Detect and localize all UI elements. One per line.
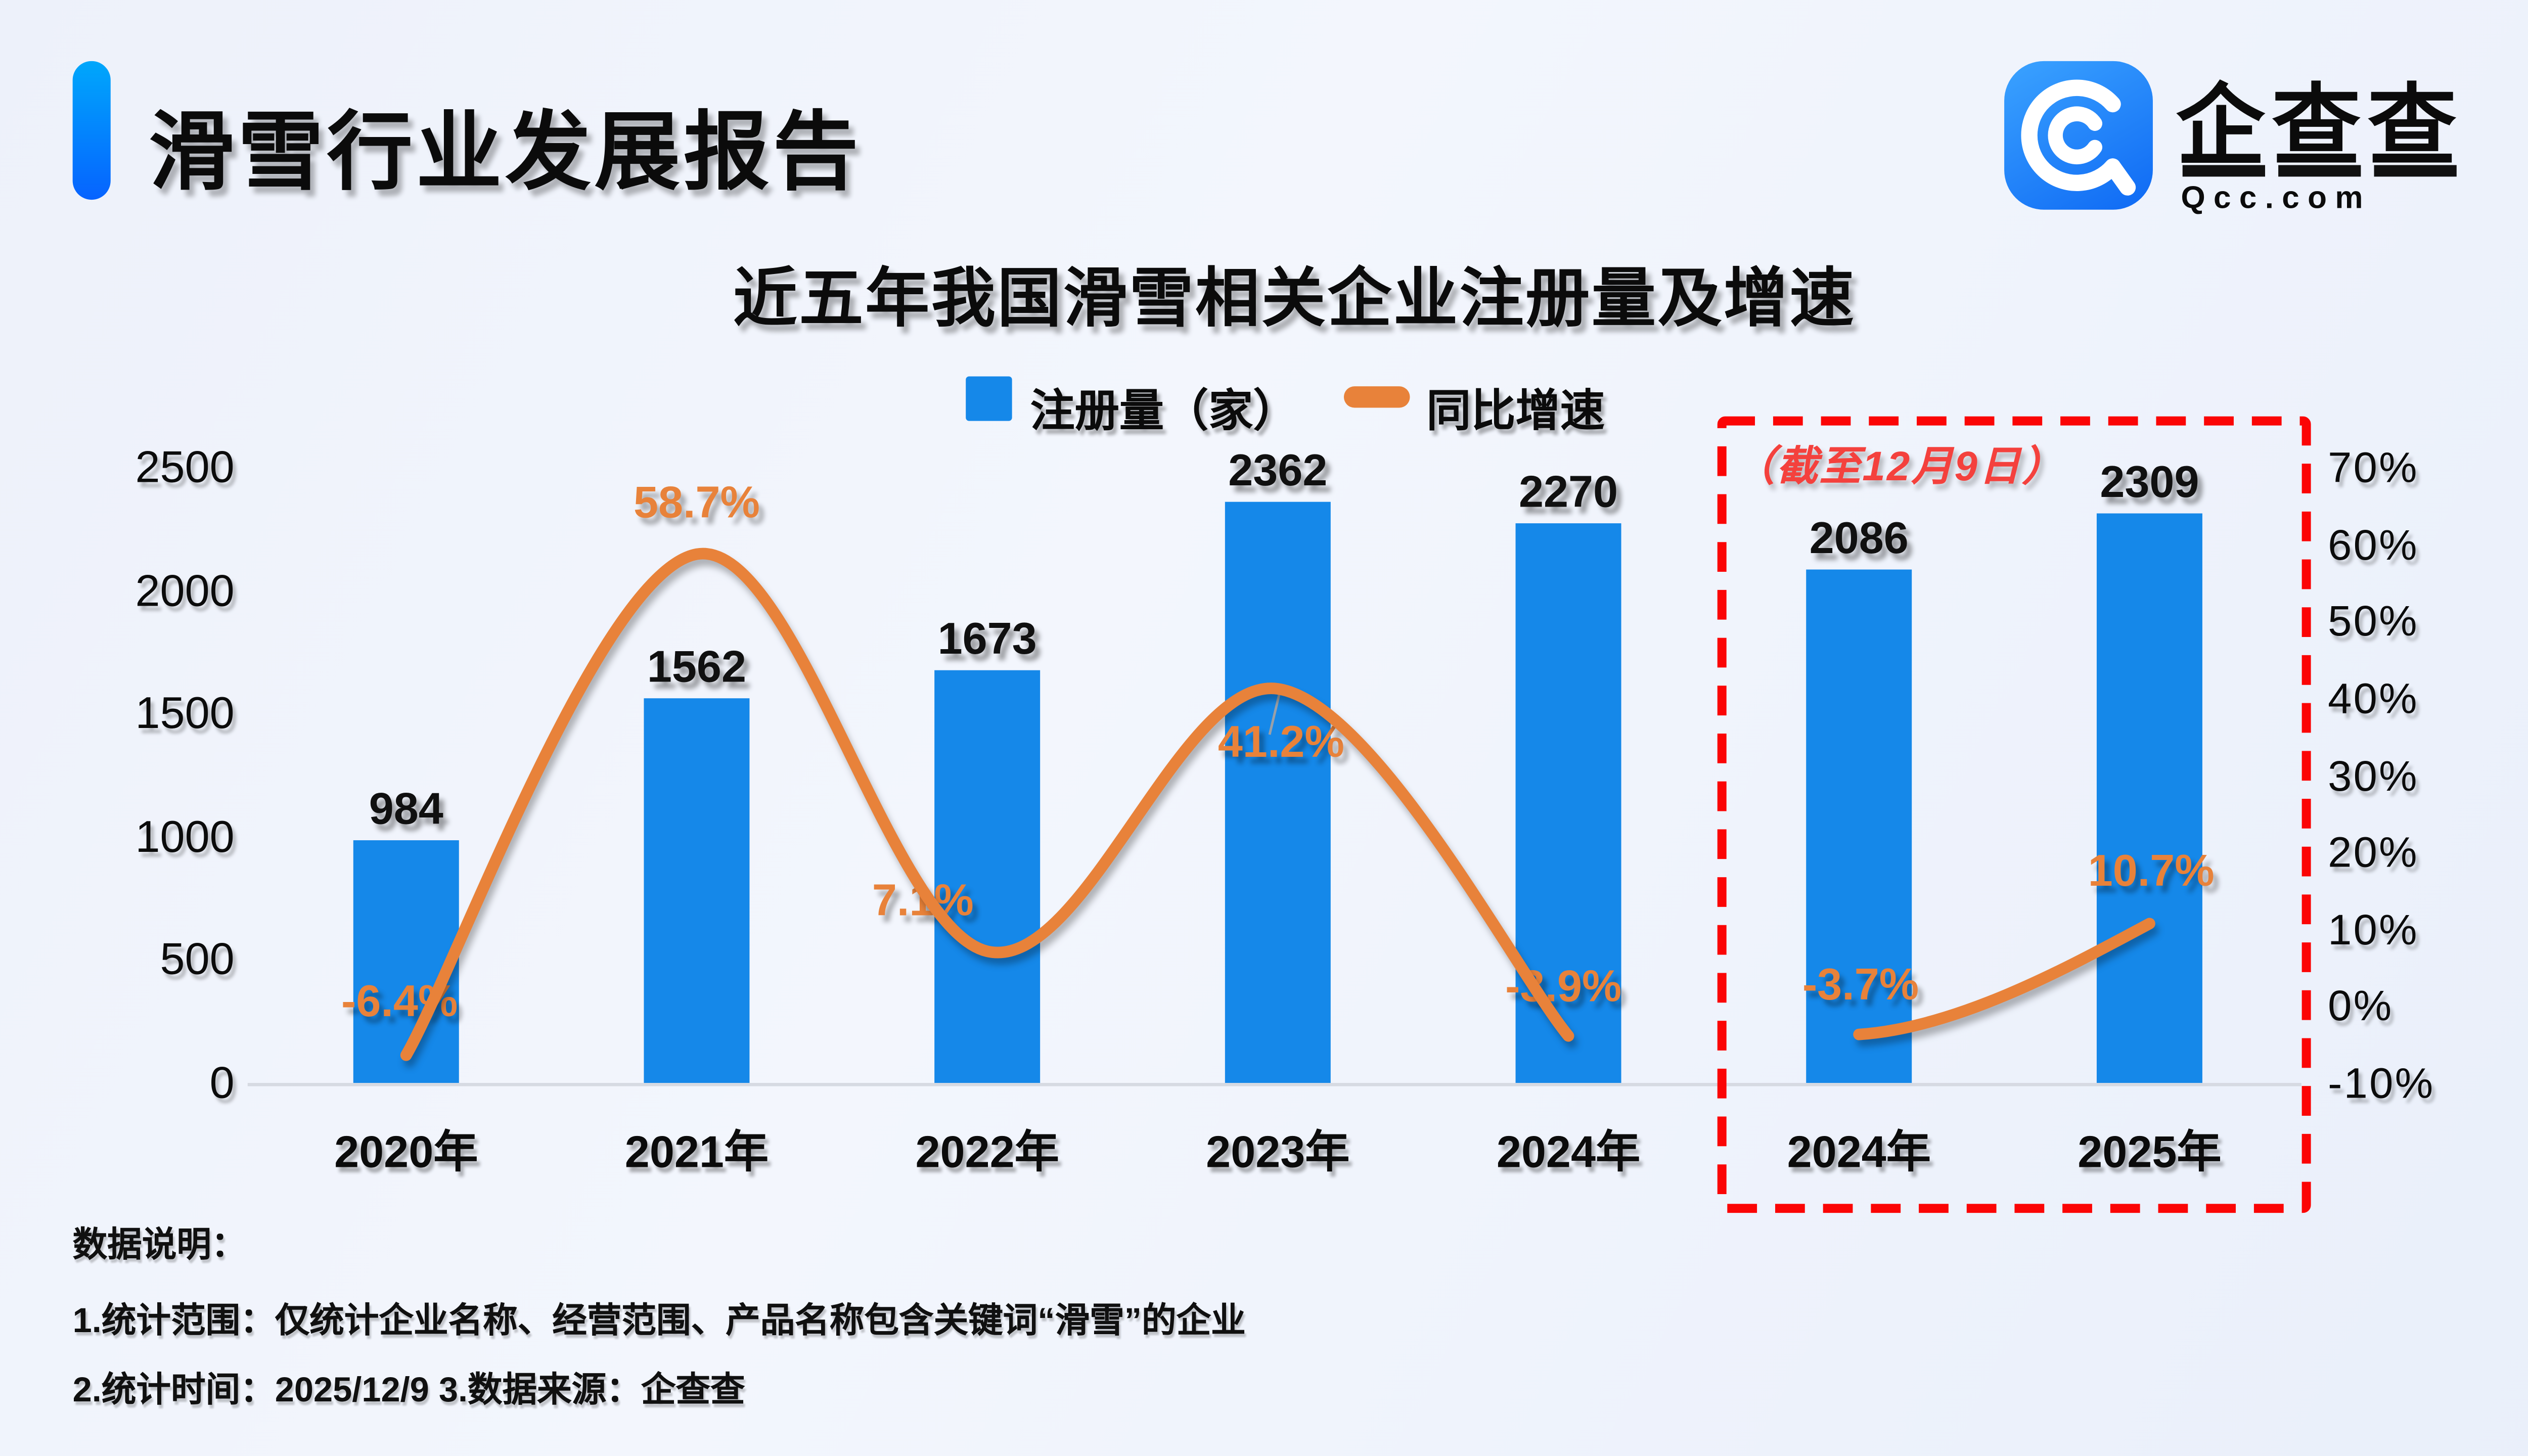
bar-value-label: 984 xyxy=(369,784,443,834)
y-axis-tick-right: 60% xyxy=(2328,519,2419,569)
x-axis-label: 2022年 xyxy=(915,1127,1059,1177)
y-axis-tick-right: 40% xyxy=(2328,673,2419,723)
y-axis-tick-right: 50% xyxy=(2328,596,2419,646)
x-axis-label: 2024年 xyxy=(1496,1127,1641,1177)
qcc-spiral-glyph xyxy=(2021,79,2136,196)
legend-line-label: 同比增速 xyxy=(1426,386,1605,436)
y-axis-tick-right: 10% xyxy=(2328,904,2419,954)
y-axis-tick-left: 1500 xyxy=(135,689,235,739)
growth-value-label: 7.1% xyxy=(872,876,974,926)
bar-2020年-0 xyxy=(353,840,459,1083)
bar-2023年-3 xyxy=(1225,501,1331,1083)
x-axis-baseline xyxy=(247,1083,2301,1086)
growth-value-label: -3.9% xyxy=(1505,961,1622,1011)
legend-bar-swatch xyxy=(966,376,1012,421)
bar-2025年-6 xyxy=(2096,514,2202,1083)
growth-value-label: -3.7% xyxy=(1802,959,1919,1009)
qcc-domain-text: Qcc.com xyxy=(2181,181,2371,216)
brand-underline xyxy=(2278,165,2361,177)
notes-line-2: 2.统计时间：2025/12/9 3.数据来源：企查查 xyxy=(72,1372,745,1410)
y-axis-tick-right: 0% xyxy=(2328,981,2394,1031)
chart-title: 近五年我国滑雪相关企业注册量及增速 xyxy=(733,264,1856,335)
y-axis-tick-left: 500 xyxy=(160,935,235,985)
bar-value-label: 2362 xyxy=(1228,445,1328,495)
y-axis-tick-left: 1000 xyxy=(135,811,235,861)
x-axis-label: 2024年 xyxy=(1787,1127,1931,1177)
bar-value-label: 2309 xyxy=(2100,458,2199,508)
x-axis-label: 2020年 xyxy=(334,1127,478,1177)
growth-value-label: 41.2% xyxy=(1217,717,1344,767)
legend-line-swatch xyxy=(1343,386,1410,408)
growth-value-label: 10.7% xyxy=(2088,847,2215,897)
bar-value-label: 1562 xyxy=(647,642,747,692)
y-axis-tick-right: 20% xyxy=(2328,827,2419,877)
y-axis-tick-left: 2000 xyxy=(135,565,235,615)
bar-value-label: 2270 xyxy=(1518,468,1618,518)
page-title: 滑雪行业发展报告 xyxy=(148,105,862,202)
brand-underline xyxy=(2374,165,2457,177)
header-accent-bar xyxy=(72,61,111,200)
x-axis-label: 2025年 xyxy=(2078,1127,2222,1177)
bar-2021年-1 xyxy=(644,698,750,1083)
notes-line-1: 1.统计范围：仅统计企业名称、经营范围、产品名称包含关键词“滑雪”的企业 xyxy=(72,1302,1246,1341)
cutoff-annotation-label: （截至12月9日） xyxy=(1733,444,2065,490)
x-axis-label: 2021年 xyxy=(624,1127,769,1177)
bar-value-label: 1673 xyxy=(937,614,1037,664)
qcc-logo-icon xyxy=(2004,61,2153,210)
y-axis-tick-right: 70% xyxy=(2328,442,2419,492)
legend-bar-label: 注册量（家） xyxy=(1030,386,1298,436)
growth-value-label: -6.4% xyxy=(341,977,458,1027)
qcc-brand-wordmark: 企查查 xyxy=(2176,77,2463,177)
y-axis-tick-left: 2500 xyxy=(135,442,235,492)
growth-value-label: 58.7% xyxy=(633,477,760,527)
y-axis-tick-right: 30% xyxy=(2328,750,2419,800)
y-axis-tick-left: 0 xyxy=(209,1058,235,1108)
brand-underline xyxy=(2182,165,2265,177)
y-axis-tick-right: -10% xyxy=(2328,1058,2435,1108)
notes-heading: 数据说明： xyxy=(72,1226,246,1265)
x-axis-label: 2023年 xyxy=(1206,1127,1350,1177)
bar-value-label: 2086 xyxy=(1809,513,1909,563)
